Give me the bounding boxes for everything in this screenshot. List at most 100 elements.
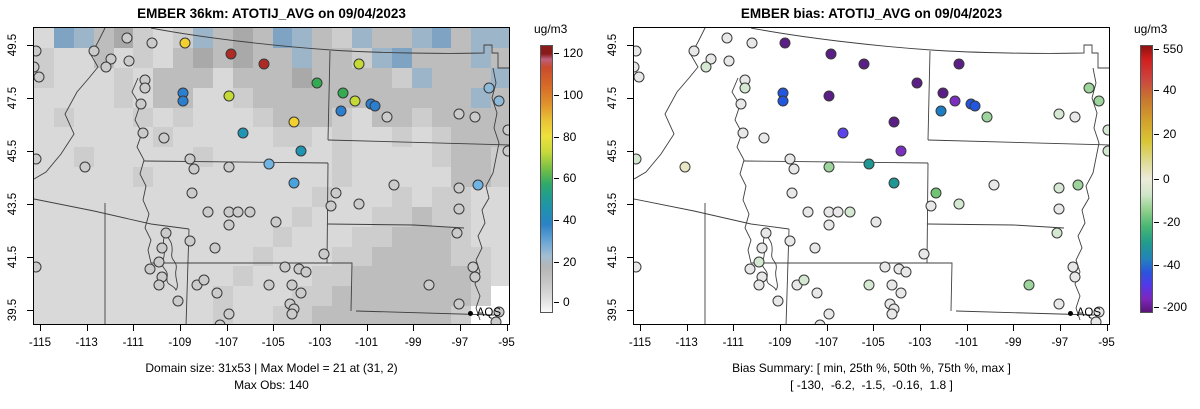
caption-bias-values: [ -130, -6.2, -1.5, -0.16, 1.8 ]: [790, 378, 953, 392]
state-borders: [34, 28, 509, 324]
station-marker-bias: [1053, 298, 1065, 310]
station-marker-obs: [453, 298, 465, 310]
y-axis-tick: [27, 44, 33, 46]
station-marker-obs: [300, 266, 312, 278]
raster-cell: [93, 246, 115, 267]
raster-cell: [371, 246, 393, 267]
state-border-line: [327, 50, 331, 141]
station-marker-obs: [288, 116, 300, 128]
raster-cell: [252, 206, 274, 228]
station-marker-obs: [100, 61, 112, 73]
station-marker-bias: [1051, 227, 1063, 239]
raster-cell: [352, 306, 373, 324]
x-axis-tick: [919, 325, 921, 331]
colorbar-tick-label: 40: [563, 213, 577, 227]
raster-cell: [491, 107, 509, 128]
raster-cell: [371, 306, 393, 324]
raster-cell: [292, 67, 313, 89]
station-marker-bias: [634, 45, 642, 57]
raster-cell: [272, 186, 293, 208]
station-marker-bias: [1069, 111, 1081, 123]
state-border-line: [634, 198, 790, 230]
station-marker-bias: [1067, 261, 1079, 273]
raster-cell: [471, 147, 492, 168]
y-axis-tick: [27, 256, 33, 258]
raster-cell: [193, 186, 214, 208]
raster-cell: [371, 28, 393, 49]
raster-cell: [73, 246, 95, 267]
y-axis-tick-label: 45.5: [607, 139, 619, 163]
raster-cell: [73, 87, 95, 109]
x-axis-tick: [86, 325, 88, 331]
raster-cell: [212, 226, 234, 248]
station-marker-bias: [723, 55, 735, 67]
raster-cell: [133, 107, 154, 128]
raster-cell: [471, 127, 492, 148]
x-axis-tick-label: -103: [308, 337, 332, 349]
raster-cell: [391, 87, 413, 109]
raster-cell: [73, 226, 95, 248]
raster-cell: [113, 246, 134, 267]
station-marker-obs: [472, 179, 484, 191]
raster-cell: [34, 127, 55, 148]
station-marker-bias: [886, 279, 898, 291]
station-marker-obs: [223, 308, 235, 320]
panel-model-obs: EMBER 36km: ATOTIJ_AVG on 09/04/2023 AQS…: [7, 6, 583, 392]
raster-cell: [53, 47, 75, 69]
station-marker-obs: [270, 216, 282, 228]
station-marker-bias: [969, 100, 981, 112]
station-marker-obs: [184, 153, 196, 165]
raster-cell: [391, 107, 413, 128]
x-axis-tick: [133, 325, 135, 331]
raster-cell: [193, 226, 214, 248]
raster-cell: [93, 266, 115, 287]
colorbar-tick: [1154, 49, 1159, 51]
raster-cell: [451, 246, 472, 267]
raster-cell: [391, 147, 413, 168]
state-border-line: [927, 262, 953, 312]
station-marker-obs: [453, 203, 465, 215]
raster-cell: [153, 67, 174, 89]
raster-cell: [193, 127, 214, 148]
colorbar-tick: [554, 136, 559, 138]
raster-cell: [34, 206, 55, 228]
raster-cell: [451, 306, 472, 324]
station-marker-bias: [823, 308, 835, 320]
station-marker-obs: [156, 242, 168, 254]
caption-max-obs: Max Obs: 140: [234, 378, 309, 392]
raster-cell: [93, 28, 115, 49]
raster-cell: [332, 266, 353, 287]
raster-cell: [93, 286, 115, 307]
raster-cell: [232, 226, 254, 248]
raster-cell: [34, 226, 55, 248]
colorbar-tick-label: -40: [1163, 257, 1181, 272]
station-marker-obs: [502, 124, 509, 136]
raster-cell: [272, 87, 293, 109]
raster-cell: [252, 167, 274, 188]
station-marker-bias: [744, 263, 756, 275]
raster-cell: [133, 286, 154, 307]
panel-title: EMBER bias: ATOTIJ_AVG on 09/04/2023: [740, 6, 1003, 21]
station-marker-bias: [823, 219, 835, 231]
station-marker-bias: [1053, 203, 1065, 215]
raster-cell: [391, 28, 413, 49]
raster-cell: [113, 266, 134, 287]
raster-cell: [272, 127, 293, 148]
station-marker-obs: [493, 306, 505, 318]
y-axis-tick: [627, 203, 633, 205]
raster-cell: [113, 107, 134, 128]
station-marker-obs: [177, 95, 189, 107]
raster-cell: [53, 246, 75, 267]
station-marker-obs: [202, 206, 214, 218]
raster-cell: [431, 246, 452, 267]
station-marker-bias: [879, 261, 891, 273]
station-marker-bias: [786, 187, 798, 199]
raster-cell: [491, 28, 509, 49]
colorbar-tick-label: 40: [1163, 83, 1177, 98]
station-marker-obs: [353, 58, 365, 70]
station-marker-obs: [288, 177, 300, 189]
x-axis-tick: [686, 325, 688, 331]
station-marker-bias: [918, 248, 930, 260]
y-axis-tick: [627, 97, 633, 99]
station-marker-obs: [223, 161, 235, 173]
